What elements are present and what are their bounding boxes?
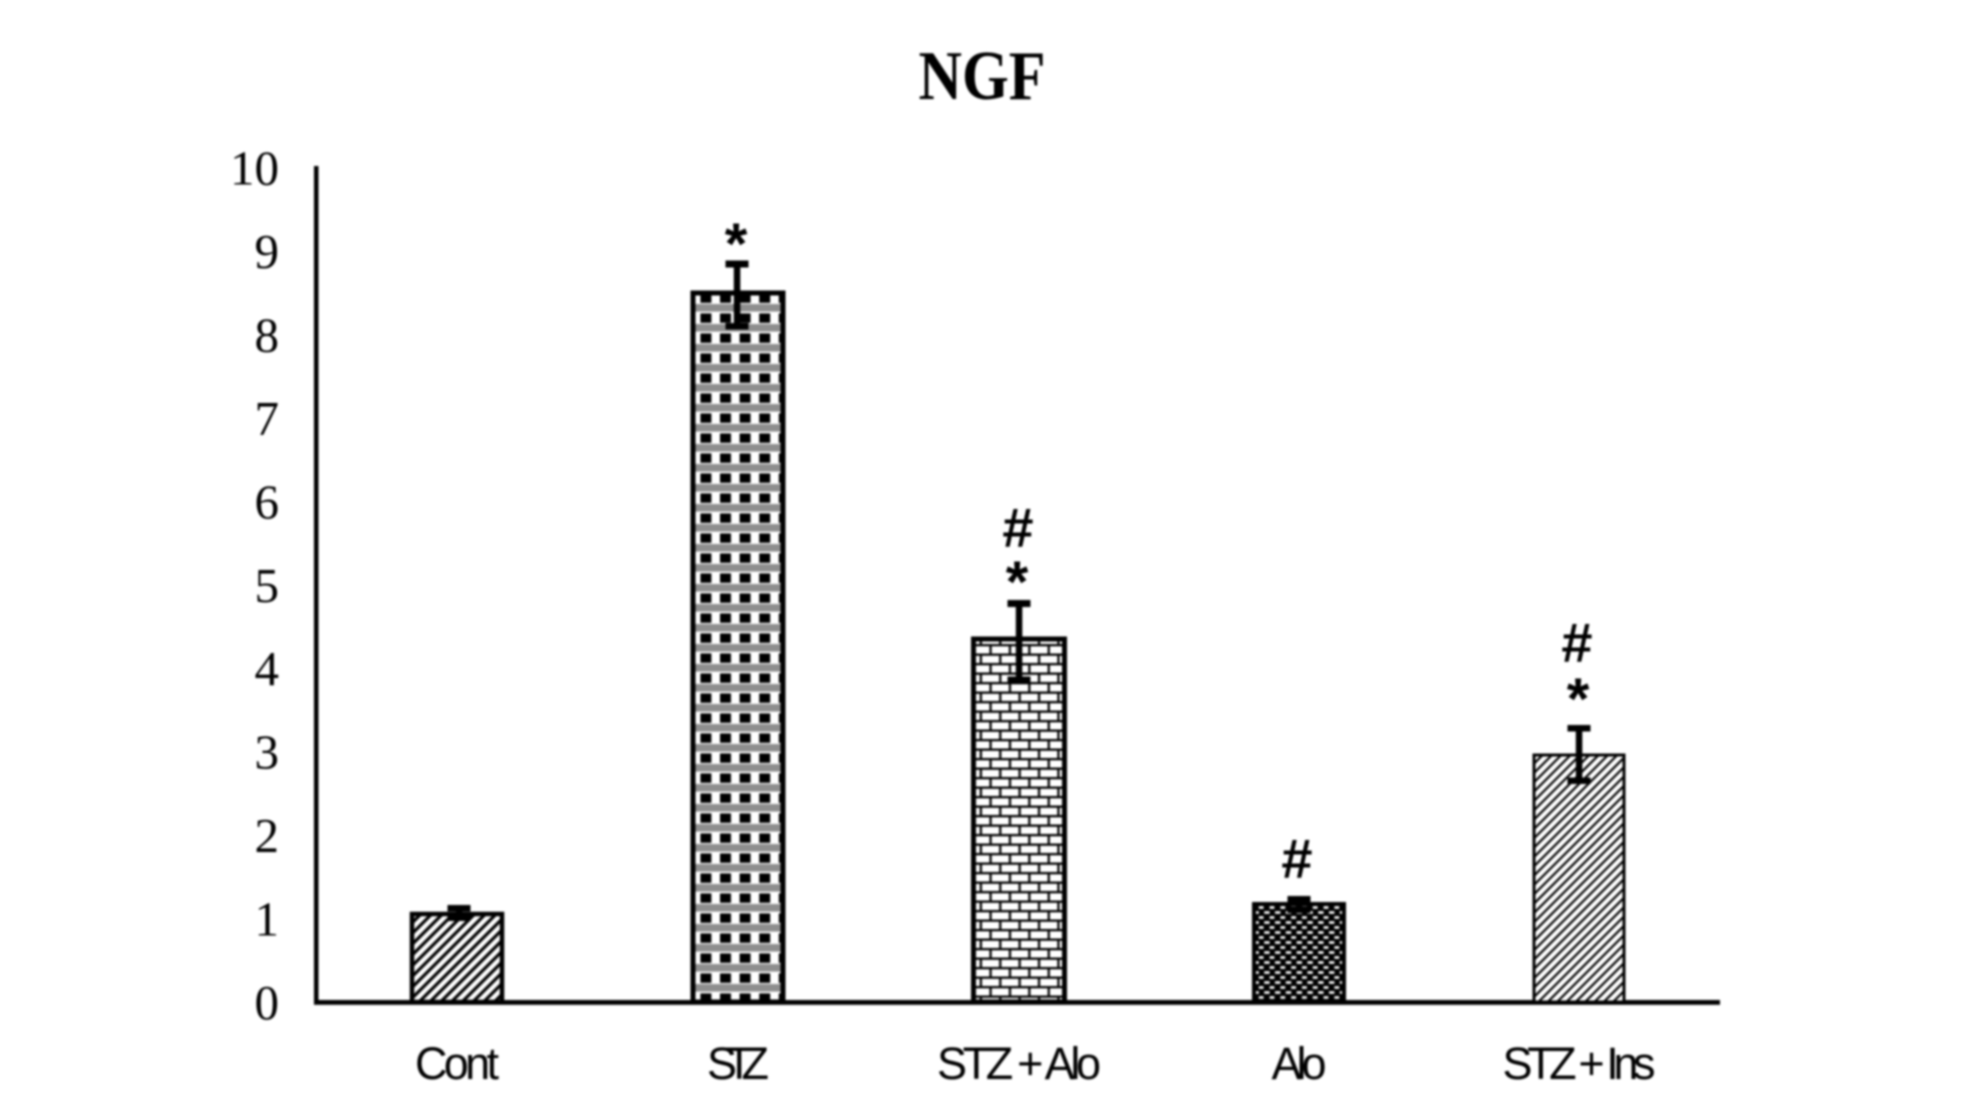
svg-text:STZ + Alo: STZ + Alo (937, 1038, 1101, 1089)
svg-text:9: 9 (255, 224, 280, 279)
svg-text:STZ + Ins: STZ + Ins (1503, 1038, 1656, 1089)
svg-text:8: 8 (255, 307, 280, 362)
svg-text:10: 10 (230, 141, 279, 196)
svg-text:4: 4 (255, 641, 280, 696)
svg-text:3: 3 (255, 725, 280, 780)
svg-text:Cont: Cont (415, 1038, 499, 1089)
svg-text:*: * (725, 212, 748, 277)
svg-text:5: 5 (255, 558, 280, 613)
svg-text:NGF: NGF (919, 38, 1046, 115)
svg-text:0: 0 (255, 975, 280, 1030)
svg-text:*: * (1567, 667, 1590, 732)
svg-text:*: * (1006, 550, 1029, 615)
svg-text:6: 6 (255, 474, 280, 529)
svg-text:2: 2 (255, 808, 280, 863)
svg-text:STZ: STZ (707, 1038, 769, 1089)
svg-text:#: # (1561, 611, 1592, 674)
svg-text:#: # (1002, 496, 1033, 559)
svg-text:7: 7 (255, 391, 280, 446)
svg-text:#: # (1281, 827, 1312, 890)
svg-text:1: 1 (255, 892, 280, 947)
svg-text:Alo: Alo (1272, 1038, 1327, 1089)
